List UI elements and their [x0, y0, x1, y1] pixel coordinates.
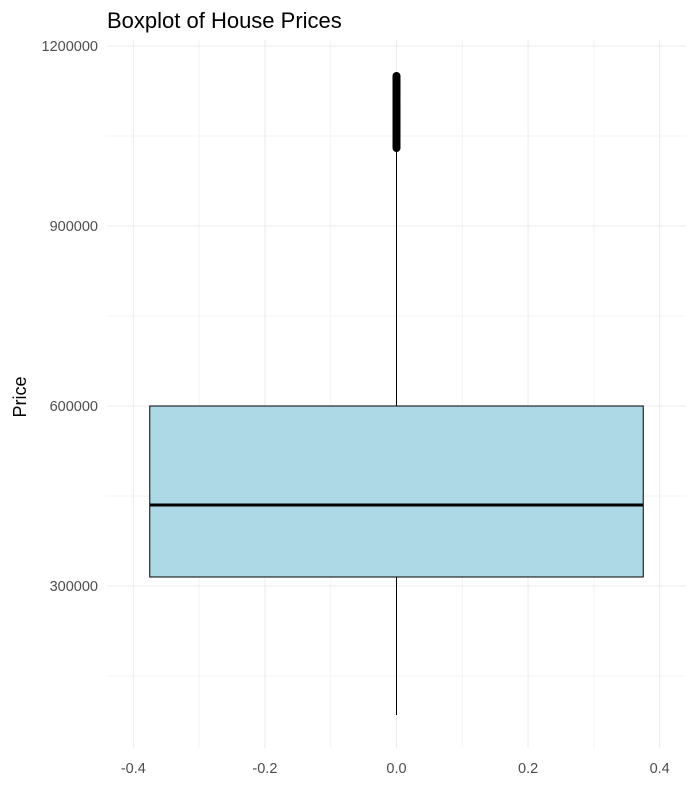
y-axis-tick-labels: 300000 600000 900000 1200000 — [42, 39, 98, 595]
y-tick-label: 900000 — [50, 219, 98, 235]
chart-title: Boxplot of House Prices — [107, 8, 342, 33]
y-tick-label: 600000 — [50, 399, 98, 415]
plot-marks — [149, 72, 644, 715]
y-axis-title: Price — [10, 376, 30, 417]
y-tick-label: 1200000 — [42, 39, 98, 55]
outlier-points — [392, 72, 401, 152]
interquartile-box — [149, 405, 644, 578]
x-tick-label: 0.4 — [650, 761, 670, 777]
x-tick-label: -0.2 — [252, 761, 277, 777]
outlier-point — [392, 72, 401, 80]
x-tick-label: 0.0 — [386, 761, 406, 777]
x-tick-label: 0.2 — [518, 761, 538, 777]
y-tick-label: 300000 — [50, 579, 98, 595]
x-tick-label: -0.4 — [121, 761, 146, 777]
x-axis-tick-labels: -0.4 -0.2 0.0 0.2 0.4 — [121, 761, 670, 777]
